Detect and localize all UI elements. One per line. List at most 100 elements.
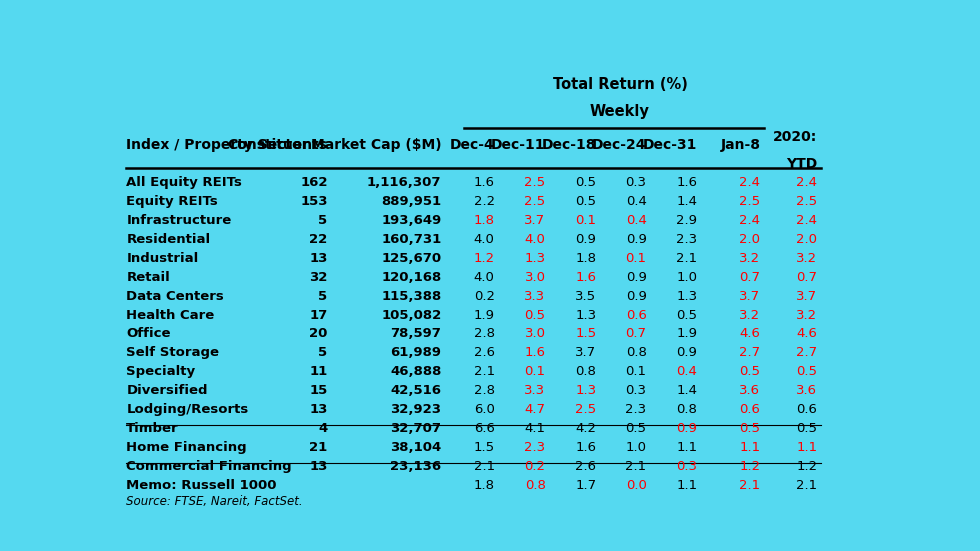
Text: 13: 13 (310, 403, 327, 416)
Text: 1.8: 1.8 (575, 252, 597, 265)
Text: Data Centers: Data Centers (126, 290, 224, 302)
Text: 1.2: 1.2 (739, 460, 760, 473)
Text: 4.7: 4.7 (524, 403, 546, 416)
Text: 32,707: 32,707 (390, 422, 441, 435)
Text: 120,168: 120,168 (381, 271, 441, 284)
Text: 889,951: 889,951 (381, 195, 441, 208)
Text: 3.3: 3.3 (524, 384, 546, 397)
Text: 3.7: 3.7 (524, 214, 546, 227)
Text: 0.6: 0.6 (797, 403, 817, 416)
Text: Lodging/Resorts: Lodging/Resorts (126, 403, 249, 416)
Text: 1.9: 1.9 (473, 309, 495, 322)
Text: Industrial: Industrial (126, 252, 199, 265)
Text: 2.3: 2.3 (676, 233, 698, 246)
Text: 0.6: 0.6 (625, 309, 647, 322)
Text: 0.8: 0.8 (676, 403, 698, 416)
Text: 1.3: 1.3 (575, 309, 597, 322)
Text: 0.5: 0.5 (740, 365, 760, 378)
Text: Dec-31: Dec-31 (643, 138, 698, 152)
Text: 2.9: 2.9 (676, 214, 698, 227)
Text: 1.8: 1.8 (473, 214, 495, 227)
Text: 0.7: 0.7 (797, 271, 817, 284)
Text: 1.1: 1.1 (676, 478, 698, 491)
Text: 153: 153 (300, 195, 327, 208)
Text: 0.6: 0.6 (740, 403, 760, 416)
Text: 193,649: 193,649 (381, 214, 441, 227)
Text: 2.4: 2.4 (797, 214, 817, 227)
Text: 1.2: 1.2 (797, 460, 817, 473)
Text: Dec-18: Dec-18 (542, 138, 597, 152)
Text: 0.0: 0.0 (625, 478, 647, 491)
Text: 115,388: 115,388 (381, 290, 441, 302)
Text: Retail: Retail (126, 271, 171, 284)
Text: 1.4: 1.4 (676, 384, 698, 397)
Text: Infrastructure: Infrastructure (126, 214, 231, 227)
Text: 2.5: 2.5 (575, 403, 597, 416)
Text: 6.6: 6.6 (473, 422, 495, 435)
Text: 0.3: 0.3 (625, 176, 647, 190)
Text: Self Storage: Self Storage (126, 347, 220, 359)
Text: 0.9: 0.9 (676, 347, 698, 359)
Text: 0.5: 0.5 (676, 309, 698, 322)
Text: 4.0: 4.0 (473, 233, 495, 246)
Text: 1.8: 1.8 (473, 478, 495, 491)
Text: Residential: Residential (126, 233, 211, 246)
Text: Weekly: Weekly (590, 104, 650, 120)
Text: Memo: Russell 1000: Memo: Russell 1000 (126, 478, 276, 491)
Text: 5: 5 (318, 214, 327, 227)
Text: 1.3: 1.3 (676, 290, 698, 302)
Text: 0.8: 0.8 (625, 347, 647, 359)
Text: 1.7: 1.7 (575, 478, 597, 491)
Text: 1.1: 1.1 (797, 441, 817, 454)
Text: 32: 32 (310, 271, 327, 284)
Text: 0.4: 0.4 (676, 365, 698, 378)
Text: 0.1: 0.1 (625, 365, 647, 378)
Text: Source: FTSE, Nareit, FactSet.: Source: FTSE, Nareit, FactSet. (126, 495, 303, 508)
Text: 0.5: 0.5 (740, 422, 760, 435)
Text: 2.0: 2.0 (797, 233, 817, 246)
Text: 0.3: 0.3 (625, 384, 647, 397)
Text: 32,923: 32,923 (390, 403, 441, 416)
Text: 2.5: 2.5 (524, 195, 546, 208)
Text: 0.8: 0.8 (575, 365, 597, 378)
Text: Dec-4: Dec-4 (450, 138, 495, 152)
Text: 125,670: 125,670 (381, 252, 441, 265)
Text: Office: Office (126, 327, 171, 341)
Text: 3.6: 3.6 (740, 384, 760, 397)
Text: 1.1: 1.1 (739, 441, 760, 454)
Text: 20: 20 (310, 327, 327, 341)
Text: 1.6: 1.6 (524, 347, 546, 359)
Text: 21: 21 (310, 441, 327, 454)
Text: 0.9: 0.9 (625, 290, 647, 302)
Text: 0.5: 0.5 (625, 422, 647, 435)
Text: 15: 15 (310, 384, 327, 397)
Text: 13: 13 (310, 252, 327, 265)
Text: 1.3: 1.3 (524, 252, 546, 265)
Text: YTD: YTD (786, 158, 817, 171)
Text: 2.1: 2.1 (676, 252, 698, 265)
Text: 1.3: 1.3 (575, 384, 597, 397)
Text: Timber: Timber (126, 422, 179, 435)
Text: Jan-8: Jan-8 (720, 138, 760, 152)
Text: 0.5: 0.5 (575, 176, 597, 190)
Text: Dec-11: Dec-11 (491, 138, 546, 152)
Text: 2.1: 2.1 (797, 478, 817, 491)
Text: 3.7: 3.7 (797, 290, 817, 302)
Text: 1.2: 1.2 (473, 252, 495, 265)
Text: 3.5: 3.5 (575, 290, 597, 302)
Text: 78,597: 78,597 (391, 327, 441, 341)
Text: 2.1: 2.1 (473, 460, 495, 473)
Text: 46,888: 46,888 (390, 365, 441, 378)
Text: 2.4: 2.4 (740, 176, 760, 190)
Text: 5: 5 (318, 347, 327, 359)
Text: 2.5: 2.5 (797, 195, 817, 208)
Text: 1.5: 1.5 (575, 327, 597, 341)
Text: 38,104: 38,104 (390, 441, 441, 454)
Text: 3.2: 3.2 (797, 252, 817, 265)
Text: 4.0: 4.0 (473, 271, 495, 284)
Text: 2.1: 2.1 (625, 460, 647, 473)
Text: 2.7: 2.7 (797, 347, 817, 359)
Text: 11: 11 (310, 365, 327, 378)
Text: 0.2: 0.2 (524, 460, 546, 473)
Text: 2020:: 2020: (773, 130, 817, 144)
